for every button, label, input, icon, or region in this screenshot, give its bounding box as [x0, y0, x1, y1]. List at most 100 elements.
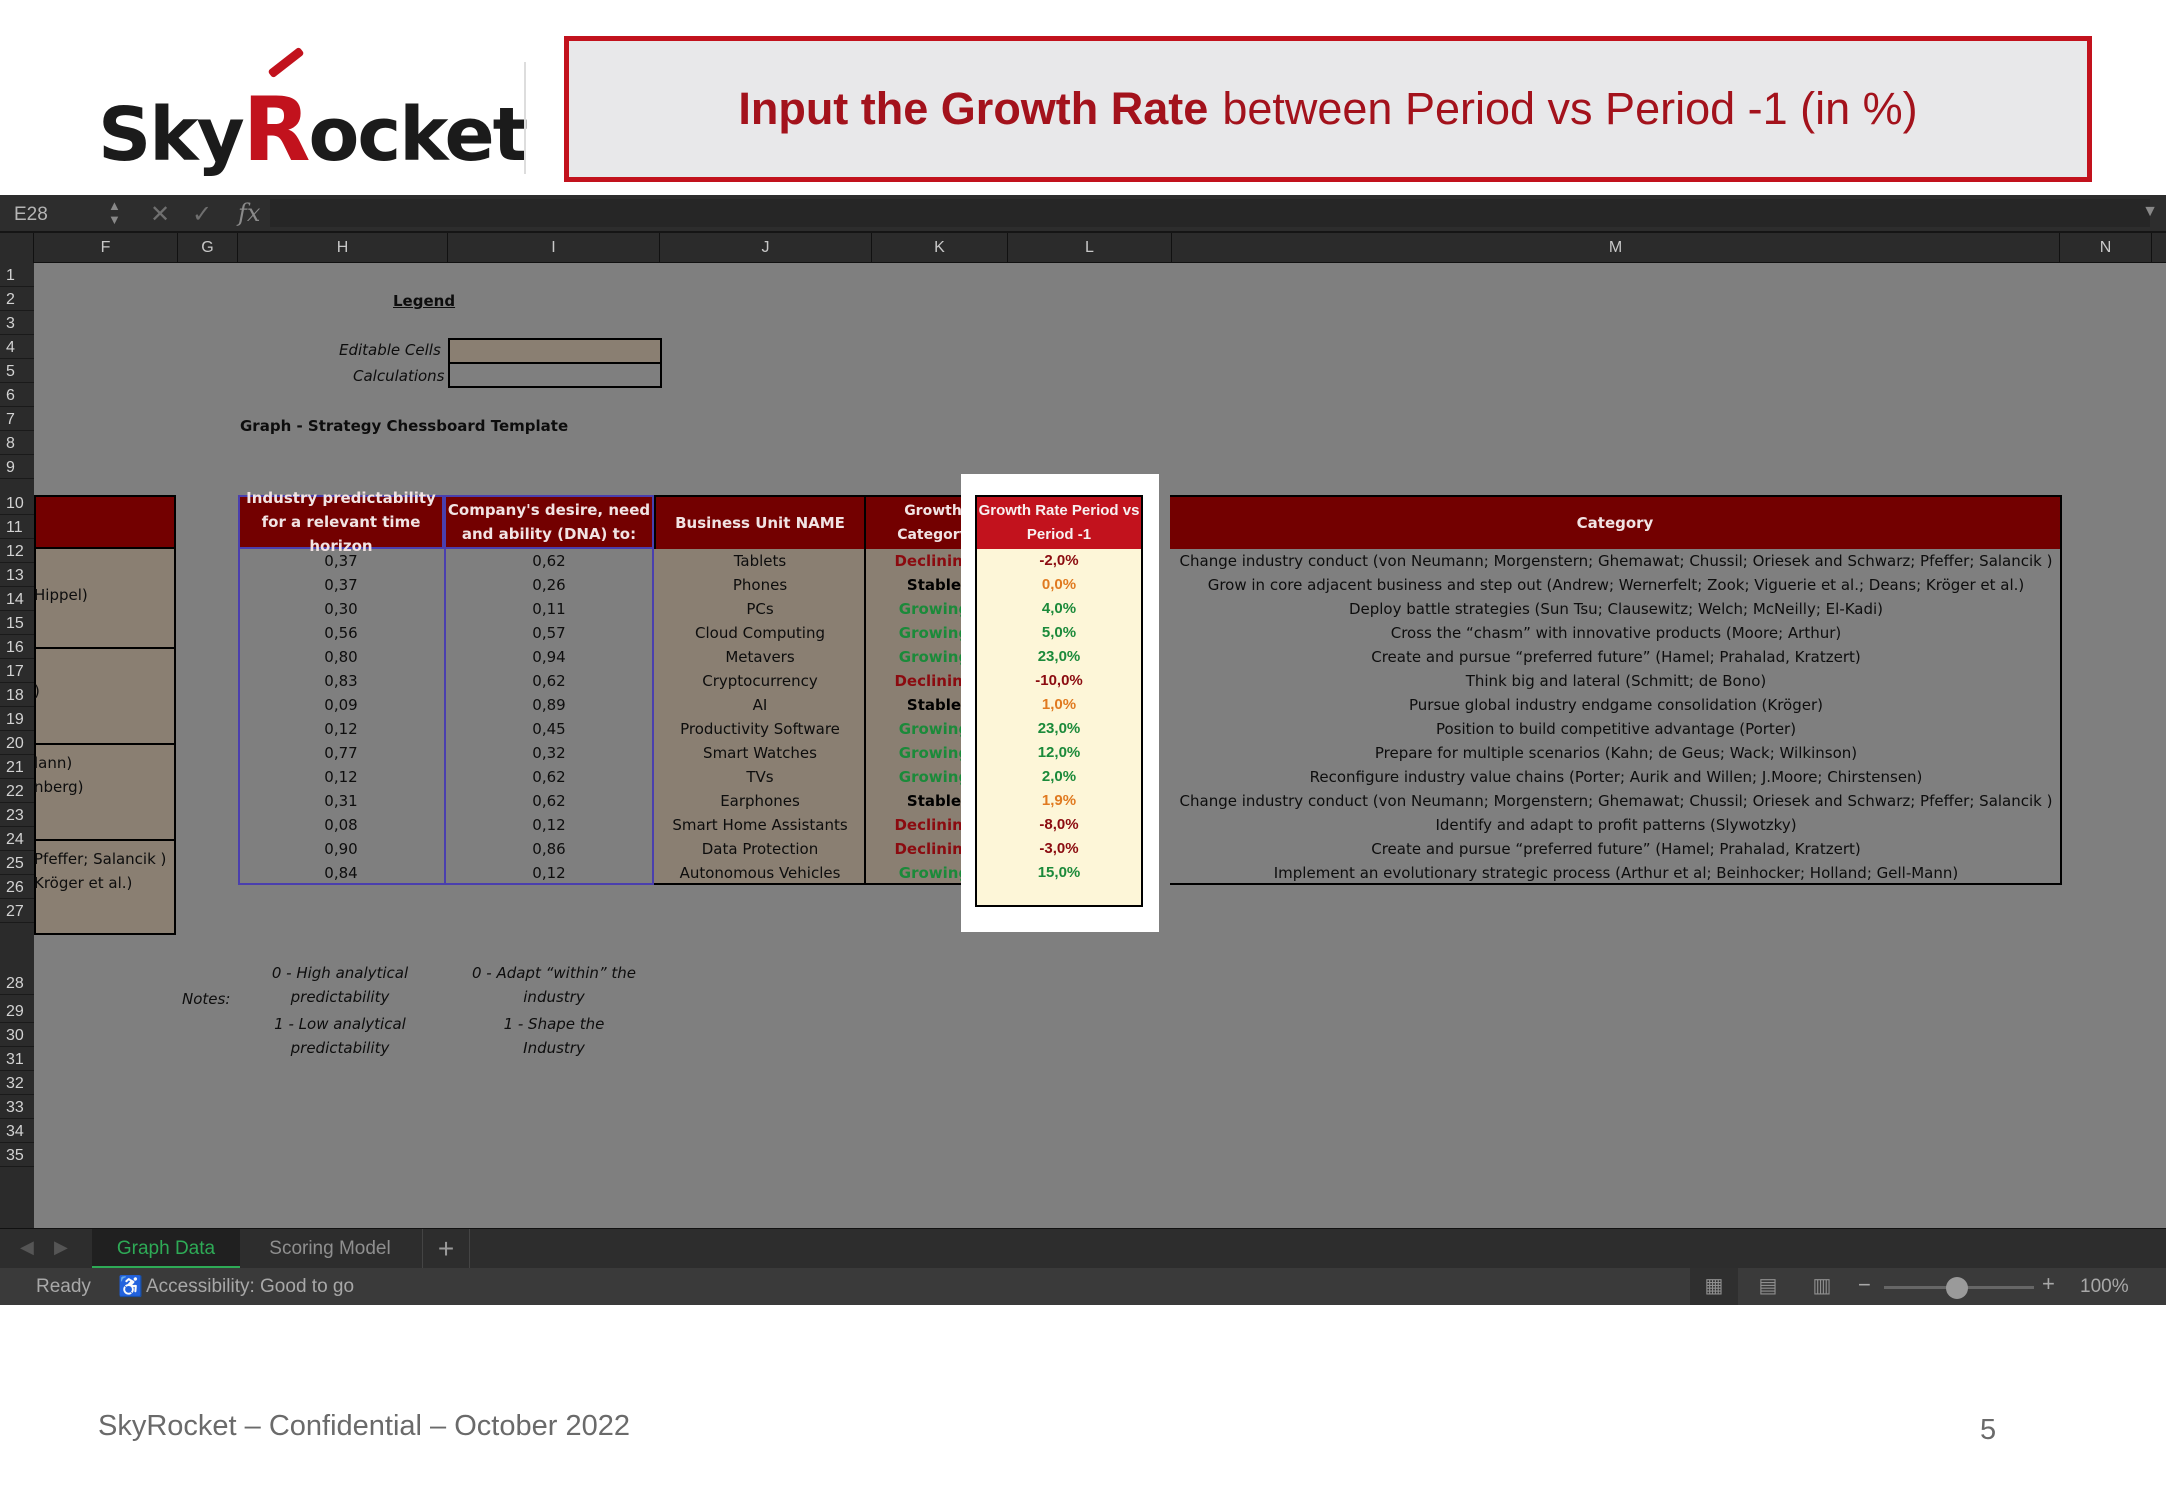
category-cell[interactable]: Reconfigure industry value chains (Porte…	[1309, 768, 1923, 786]
growth-rate-cell[interactable]: 5,0%	[1041, 624, 1077, 641]
growth-rate-cell[interactable]: 23,0%	[1037, 720, 1081, 737]
dna-cell[interactable]: 0,62	[532, 768, 566, 786]
growth-rate-cell[interactable]: -3,0%	[1039, 840, 1079, 857]
prev-sheet-icon[interactable]: ◀	[20, 1237, 34, 1257]
growth-rate-cell[interactable]: 23,0%	[1037, 648, 1081, 665]
predictability-cell[interactable]: 0,56	[324, 624, 358, 642]
category-cell[interactable]: Position to build competitive advantage …	[1435, 720, 1797, 738]
row-header[interactable]: 8	[0, 431, 34, 455]
category-cell[interactable]: Deploy battle strategies (Sun Tsu; Claus…	[1348, 600, 1884, 618]
row-header[interactable]: 3	[0, 311, 34, 335]
business-unit-cell[interactable]: TVs	[746, 768, 774, 786]
predictability-cell[interactable]: 0,37	[324, 576, 358, 594]
predictability-cell[interactable]: 0,12	[324, 768, 358, 786]
growth-rate-cell[interactable]: -8,0%	[1039, 816, 1079, 833]
normal-view-icon[interactable]: ▦	[1690, 1268, 1738, 1305]
cancel-icon[interactable]: ✕	[150, 201, 171, 228]
row-header[interactable]: 6	[0, 383, 34, 407]
dna-cell[interactable]: 0,57	[532, 624, 566, 642]
growth-category-cell[interactable]: Growing	[898, 864, 970, 882]
row-header[interactable]: 34	[0, 1119, 34, 1143]
category-cell[interactable]: Prepare for multiple scenarios (Kahn; de…	[1374, 744, 1858, 762]
row-header[interactable]: 22	[0, 779, 34, 803]
growth-category-cell[interactable]: Declining	[894, 816, 974, 834]
row-header[interactable]: 29	[0, 995, 34, 1023]
column-header[interactable]: M	[1172, 233, 2060, 263]
dna-cell[interactable]: 0,62	[532, 792, 566, 810]
confirm-icon[interactable]: ✓	[192, 201, 213, 228]
growth-rate-cell[interactable]: 0,0%	[1041, 576, 1077, 593]
predictability-cell[interactable]: 0,12	[324, 720, 358, 738]
accessibility-icon[interactable]: ♿	[118, 1276, 143, 1298]
growth-category-cell[interactable]: Declining	[894, 552, 974, 570]
growth-category-cell[interactable]: Declining	[894, 840, 974, 858]
growth-category-cell[interactable]: Declining	[894, 672, 974, 690]
growth-category-cell[interactable]: Growing	[898, 600, 970, 618]
growth-rate-cell[interactable]: 4,0%	[1041, 600, 1077, 617]
category-cell[interactable]: Think big and lateral (Schmitt; de Bono)	[1465, 672, 1767, 690]
row-header[interactable]: 33	[0, 1095, 34, 1119]
dna-cell[interactable]: 0,26	[532, 576, 566, 594]
dna-cell[interactable]: 0,94	[532, 648, 566, 666]
category-cell[interactable]: Change industry conduct (von Neumann; Mo…	[1179, 552, 2053, 570]
zoom-in-button[interactable]: +	[2042, 1271, 2055, 1296]
row-header[interactable]: 24	[0, 827, 34, 851]
dna-cell[interactable]: 0,62	[532, 552, 566, 570]
business-unit-cell[interactable]: AI	[752, 696, 768, 714]
row-header[interactable]: 25	[0, 851, 34, 875]
row-header[interactable]: 35	[0, 1143, 34, 1167]
row-header[interactable]: 5	[0, 359, 34, 383]
category-cell[interactable]: Create and pursue “preferred future” (Ha…	[1371, 648, 1861, 666]
dna-cell[interactable]: 0,45	[532, 720, 566, 738]
row-header[interactable]: 4	[0, 335, 34, 359]
dna-cell[interactable]: 0,62	[532, 672, 566, 690]
zoom-slider-handle[interactable]	[1946, 1277, 1968, 1299]
business-unit-cell[interactable]: Smart Watches	[703, 744, 817, 762]
category-cell[interactable]: Create and pursue “preferred future” (Ha…	[1371, 840, 1861, 858]
predictability-cell[interactable]: 0,08	[324, 816, 358, 834]
business-unit-cell[interactable]: Tablets	[733, 552, 787, 570]
dna-cell[interactable]: 0,11	[532, 600, 566, 618]
column-header[interactable]: G	[178, 233, 238, 263]
row-header[interactable]: 28	[0, 923, 34, 995]
page-break-view-icon[interactable]: ▥	[1812, 1275, 1832, 1297]
zoom-out-button[interactable]: −	[1858, 1272, 1871, 1297]
predictability-cell[interactable]: 0,30	[324, 600, 358, 618]
business-unit-cell[interactable]: Data Protection	[701, 840, 819, 858]
formula-expand-icon[interactable]: ▼	[2142, 203, 2158, 220]
accessibility-status[interactable]: Accessibility: Good to go	[146, 1276, 355, 1297]
cells-area[interactable]: Legend Editable Cells Calculations Graph…	[34, 263, 2166, 1228]
name-box[interactable]: E28	[14, 204, 48, 225]
row-header[interactable]: 32	[0, 1071, 34, 1095]
category-cell[interactable]: Cross the “chasm” with innovative produc…	[1390, 624, 1842, 642]
column-header[interactable]: F	[34, 233, 178, 263]
formula-input[interactable]	[270, 199, 2150, 227]
business-unit-cell[interactable]: Phones	[732, 576, 788, 594]
predictability-cell[interactable]: 0,83	[324, 672, 358, 690]
row-header[interactable]: 27	[0, 899, 34, 923]
row-header[interactable]: 9	[0, 455, 34, 479]
row-header[interactable]: 21	[0, 755, 34, 779]
row-header[interactable]: 15	[0, 611, 34, 635]
tab-scoring-model[interactable]: Scoring Model	[269, 1238, 391, 1259]
row-header[interactable]: 16	[0, 635, 34, 659]
row-header[interactable]: 23	[0, 803, 34, 827]
category-cell[interactable]: Pursue global industry endgame consolida…	[1408, 696, 1824, 714]
column-header[interactable]: H	[238, 233, 448, 263]
business-unit-cell[interactable]: PCs	[746, 600, 774, 618]
column-header[interactable]: K	[872, 233, 1008, 263]
growth-rate-cell[interactable]: 2,0%	[1041, 768, 1077, 785]
row-header[interactable]: 31	[0, 1047, 34, 1071]
predictability-cell[interactable]: 0,80	[324, 648, 358, 666]
predictability-cell[interactable]: 0,09	[324, 696, 358, 714]
predictability-cell[interactable]: 0,90	[324, 840, 358, 858]
select-all-corner[interactable]	[0, 233, 34, 263]
dna-cell[interactable]: 0,89	[532, 696, 566, 714]
category-cell[interactable]: Identify and adapt to profit patterns (S…	[1435, 816, 1797, 834]
tab-graph-data[interactable]: Graph Data	[92, 1229, 240, 1269]
zoom-level[interactable]: 100%	[2080, 1276, 2129, 1297]
business-unit-cell[interactable]: Metavers	[725, 648, 795, 666]
growth-rate-cell[interactable]: 15,0%	[1037, 864, 1081, 881]
growth-category-cell[interactable]: Growing	[898, 720, 970, 738]
row-header[interactable]: 11	[0, 515, 34, 539]
